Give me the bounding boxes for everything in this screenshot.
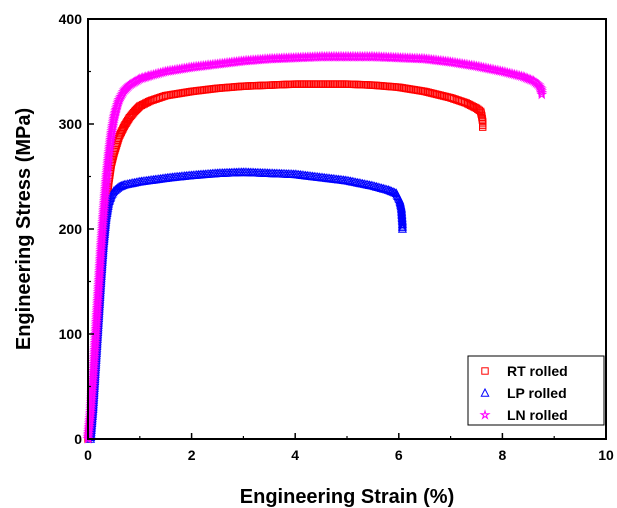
data-point [97, 209, 110, 220]
data-point [397, 222, 407, 232]
y-tick-label: 0 [74, 431, 82, 447]
data-point [479, 123, 487, 131]
legend: RT rolled LP rolled LN rolled [467, 355, 605, 426]
y-axis-title: Engineering Stress (MPa) [13, 108, 35, 350]
data-point [97, 207, 110, 219]
y-tick-label: 200 [59, 221, 83, 237]
legend-items: RT rolled LP rolled LN rolled [479, 363, 568, 423]
data-point [99, 186, 111, 198]
series-rt-rolled [84, 80, 487, 443]
y-tick-label: 300 [59, 116, 83, 132]
data-point [99, 193, 111, 205]
data-point [98, 205, 110, 217]
legend-label: RT rolled [507, 363, 568, 379]
data-point [397, 223, 407, 233]
data-marks-layer [82, 50, 548, 444]
data-point [115, 181, 125, 191]
y-tick-label: 400 [59, 11, 83, 27]
data-point [99, 191, 111, 203]
y-tick-label: 100 [59, 326, 83, 342]
data-point [98, 200, 110, 212]
x-tick-label: 6 [395, 447, 403, 463]
legend-marker-star [479, 409, 491, 420]
data-point [98, 202, 110, 213]
x-tick-label: 10 [598, 447, 614, 463]
x-axis-title: Engineering Strain (%) [240, 486, 454, 508]
data-point [99, 182, 112, 194]
data-point [99, 184, 112, 196]
data-point [100, 177, 112, 189]
data-point [397, 219, 407, 228]
x-tick-label: 0 [84, 447, 92, 463]
x-tick-label: 4 [291, 447, 299, 463]
data-point [98, 195, 111, 206]
legend-label: LN rolled [507, 407, 568, 423]
data-point [98, 203, 110, 215]
data-point [98, 196, 111, 208]
data-point [99, 188, 111, 199]
x-tick-label: 2 [188, 447, 196, 463]
data-point [98, 198, 110, 210]
x-tick-label: 8 [499, 447, 507, 463]
data-point [536, 88, 548, 100]
data-point [397, 220, 407, 230]
data-point [535, 86, 548, 98]
series-ln-rolled [82, 50, 548, 444]
series-lp-rolled [86, 167, 407, 443]
legend-marker-square [481, 367, 489, 375]
data-point [99, 189, 111, 201]
data-point [100, 179, 112, 191]
legend-box [467, 355, 605, 426]
legend-label: LP rolled [507, 385, 567, 401]
legend-marker-triangle [480, 387, 490, 397]
data-point [100, 181, 112, 192]
